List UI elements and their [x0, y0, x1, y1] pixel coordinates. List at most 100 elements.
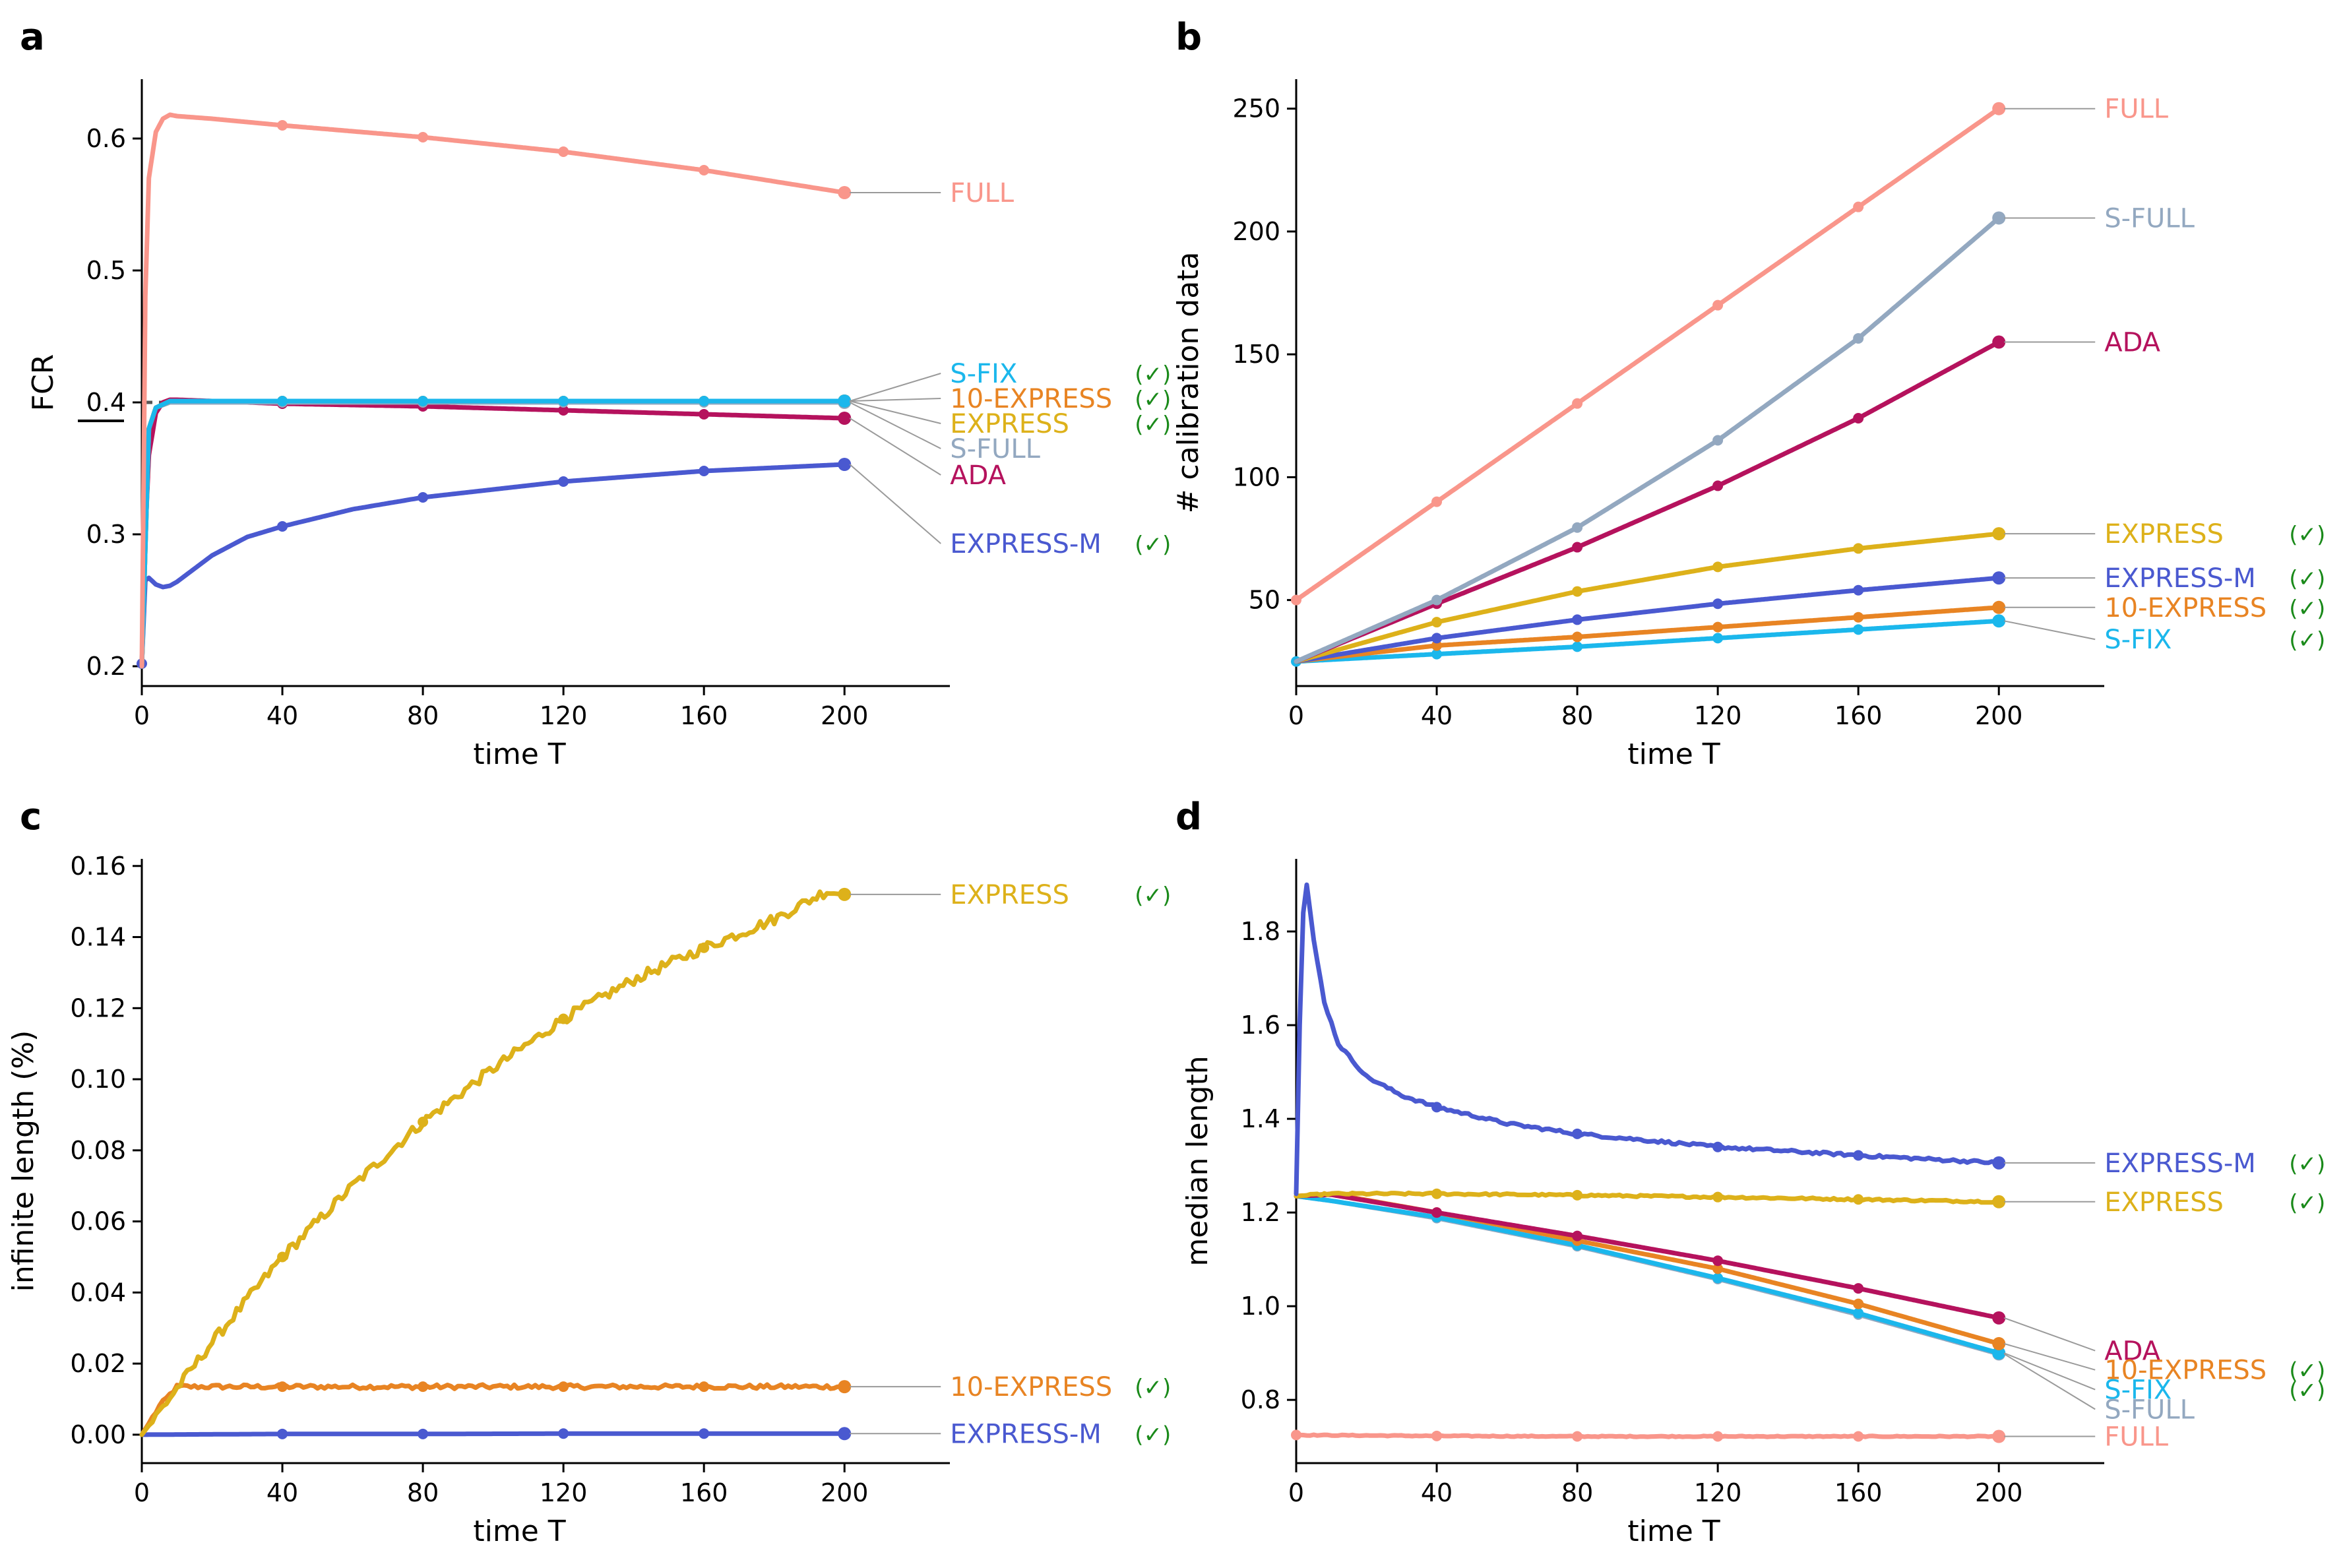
x-tick-label: 40 [1421, 701, 1453, 730]
y-tick-label: 0.16 [70, 852, 126, 881]
data-point-full [277, 120, 288, 131]
data-point-s-fix [1712, 633, 1724, 644]
data-point-s-full [1572, 522, 1583, 533]
series-line-s-fix [1294, 1193, 2001, 1356]
series-line-10-express [1294, 605, 2001, 664]
series-label-s-fix: S-FIX [950, 359, 1017, 389]
y-axis-label: infinite length (%) [7, 1030, 40, 1292]
data-point-10-express [1712, 621, 1724, 633]
data-point-express-m [418, 492, 429, 503]
x-tick-label: 40 [1421, 1478, 1453, 1507]
series-label-express: EXPRESS [950, 409, 1069, 439]
check-mark: (✓) [1135, 1422, 1171, 1448]
data-point-ada [558, 405, 569, 416]
data-point-10-express [1992, 600, 2006, 614]
x-tick-label: 120 [540, 1478, 588, 1507]
data-point-10-express [277, 1381, 288, 1393]
series-line-express-m [1294, 882, 2001, 1197]
series-line-10-express [139, 1382, 847, 1437]
x-tick-label: 80 [1561, 701, 1593, 730]
y-tick-label: 150 [1232, 340, 1280, 369]
panel-b: b 0 40 80 120 160 200 50 100 150 200 250 time T # cal… [1172, 16, 2325, 771]
data-point-s-fix [418, 396, 429, 406]
series-line-full [139, 112, 847, 669]
panel-a: a 0 40 80 120 160 200 0.2 0.3 0.4 0.5 0.6 time T FCR F… [20, 16, 1171, 771]
data-point-express-m [1431, 633, 1443, 644]
data-point-10-express [1853, 612, 1864, 623]
data-point-ada [1712, 480, 1724, 491]
y-tick-label: 0.2 [86, 652, 126, 681]
series-line-express-m [139, 462, 847, 666]
check-mark: (✓) [1135, 532, 1171, 558]
panel-c: c 0 40 80 120 160 200 0.00 0.02 0.04 0.06 0.08 0.10 0… [7, 796, 1171, 1548]
series-line-express-m [139, 1431, 847, 1437]
data-point-express [558, 1013, 569, 1024]
data-point-express-m [558, 1428, 569, 1439]
data-point-full [1712, 299, 1724, 311]
series-label-10-express: 10-EXPRESS [2104, 593, 2267, 623]
panel-letter-b: b [1175, 16, 1202, 59]
data-point-s-fix [1992, 1346, 2006, 1360]
leader-line [2003, 1353, 2096, 1410]
series-label-express: EXPRESS [2104, 519, 2224, 549]
x-tick-label: 200 [821, 1478, 869, 1507]
y-tick-label: 1.4 [1241, 1104, 1280, 1133]
data-point-express-m [1853, 584, 1864, 596]
check-mark: (✓) [2289, 1378, 2325, 1404]
data-point-s-fix [1853, 624, 1864, 635]
x-tick-label: 120 [1694, 1478, 1742, 1507]
data-point-express [418, 1116, 429, 1127]
data-point-express [699, 942, 710, 953]
series-line-express [139, 398, 847, 669]
data-point-10-express [1712, 1263, 1724, 1274]
data-point-express [1712, 561, 1724, 573]
x-tick-label: 80 [407, 1478, 439, 1507]
series-label-full: FULL [2104, 94, 2169, 125]
data-point-full [1853, 1431, 1864, 1442]
data-point-full [1431, 496, 1443, 507]
data-point-express-m [838, 1427, 852, 1441]
series-label-10-express: 10-EXPRESS [950, 384, 1112, 414]
series-line-full [1294, 106, 2001, 603]
y-tick-label: 0.06 [70, 1207, 126, 1236]
series-line-express [1294, 531, 2001, 664]
series-line-ada [1294, 340, 2001, 664]
data-point-full [558, 146, 569, 157]
data-point-s-full [1431, 594, 1443, 606]
x-tick-label: 160 [680, 701, 728, 730]
data-point-express-m [277, 521, 288, 532]
data-point-ada [699, 409, 710, 420]
series-label-full: FULL [2104, 1422, 2169, 1453]
y-axis-label: FCR [26, 354, 60, 412]
series-label-express-m: EXPRESS-M [2104, 1148, 2256, 1179]
data-point-express-m [1712, 598, 1724, 610]
data-point-express [277, 1251, 288, 1263]
data-point-10-express [418, 1381, 429, 1393]
x-tick-label: 200 [1975, 1478, 2023, 1507]
leader-line [849, 418, 941, 476]
y-tick-label: 250 [1232, 94, 1280, 123]
y-axis-label: # calibration data [1172, 252, 1205, 514]
series-label-s-full: S-FULL [2104, 203, 2195, 234]
series-line-s-fix [1294, 618, 2001, 664]
data-point-ada [838, 412, 852, 425]
y-tick-label: 200 [1232, 217, 1280, 246]
data-point-express-m [1712, 1141, 1724, 1152]
data-point-full [1291, 594, 1301, 606]
x-axis-label: time T [1627, 1515, 1720, 1548]
data-point-express [1853, 543, 1864, 554]
data-point-express-m [1992, 1156, 2006, 1170]
y-tick-label: 0.8 [1241, 1385, 1280, 1414]
data-point-10-express [1992, 1336, 2006, 1350]
series-line-10-express [139, 398, 847, 669]
data-point-full [1572, 1431, 1583, 1442]
y-tick-label: 0.10 [70, 1065, 126, 1094]
y-tick-label: 0.4 [86, 388, 126, 417]
data-point-s-fix [838, 394, 852, 408]
leader-line [849, 373, 941, 402]
y-tick-label: 1.2 [1241, 1198, 1280, 1227]
data-point-10-express [558, 1381, 569, 1393]
data-point-s-fix [277, 396, 288, 406]
data-point-express [1572, 1189, 1583, 1201]
check-mark: (✓) [1135, 412, 1171, 438]
